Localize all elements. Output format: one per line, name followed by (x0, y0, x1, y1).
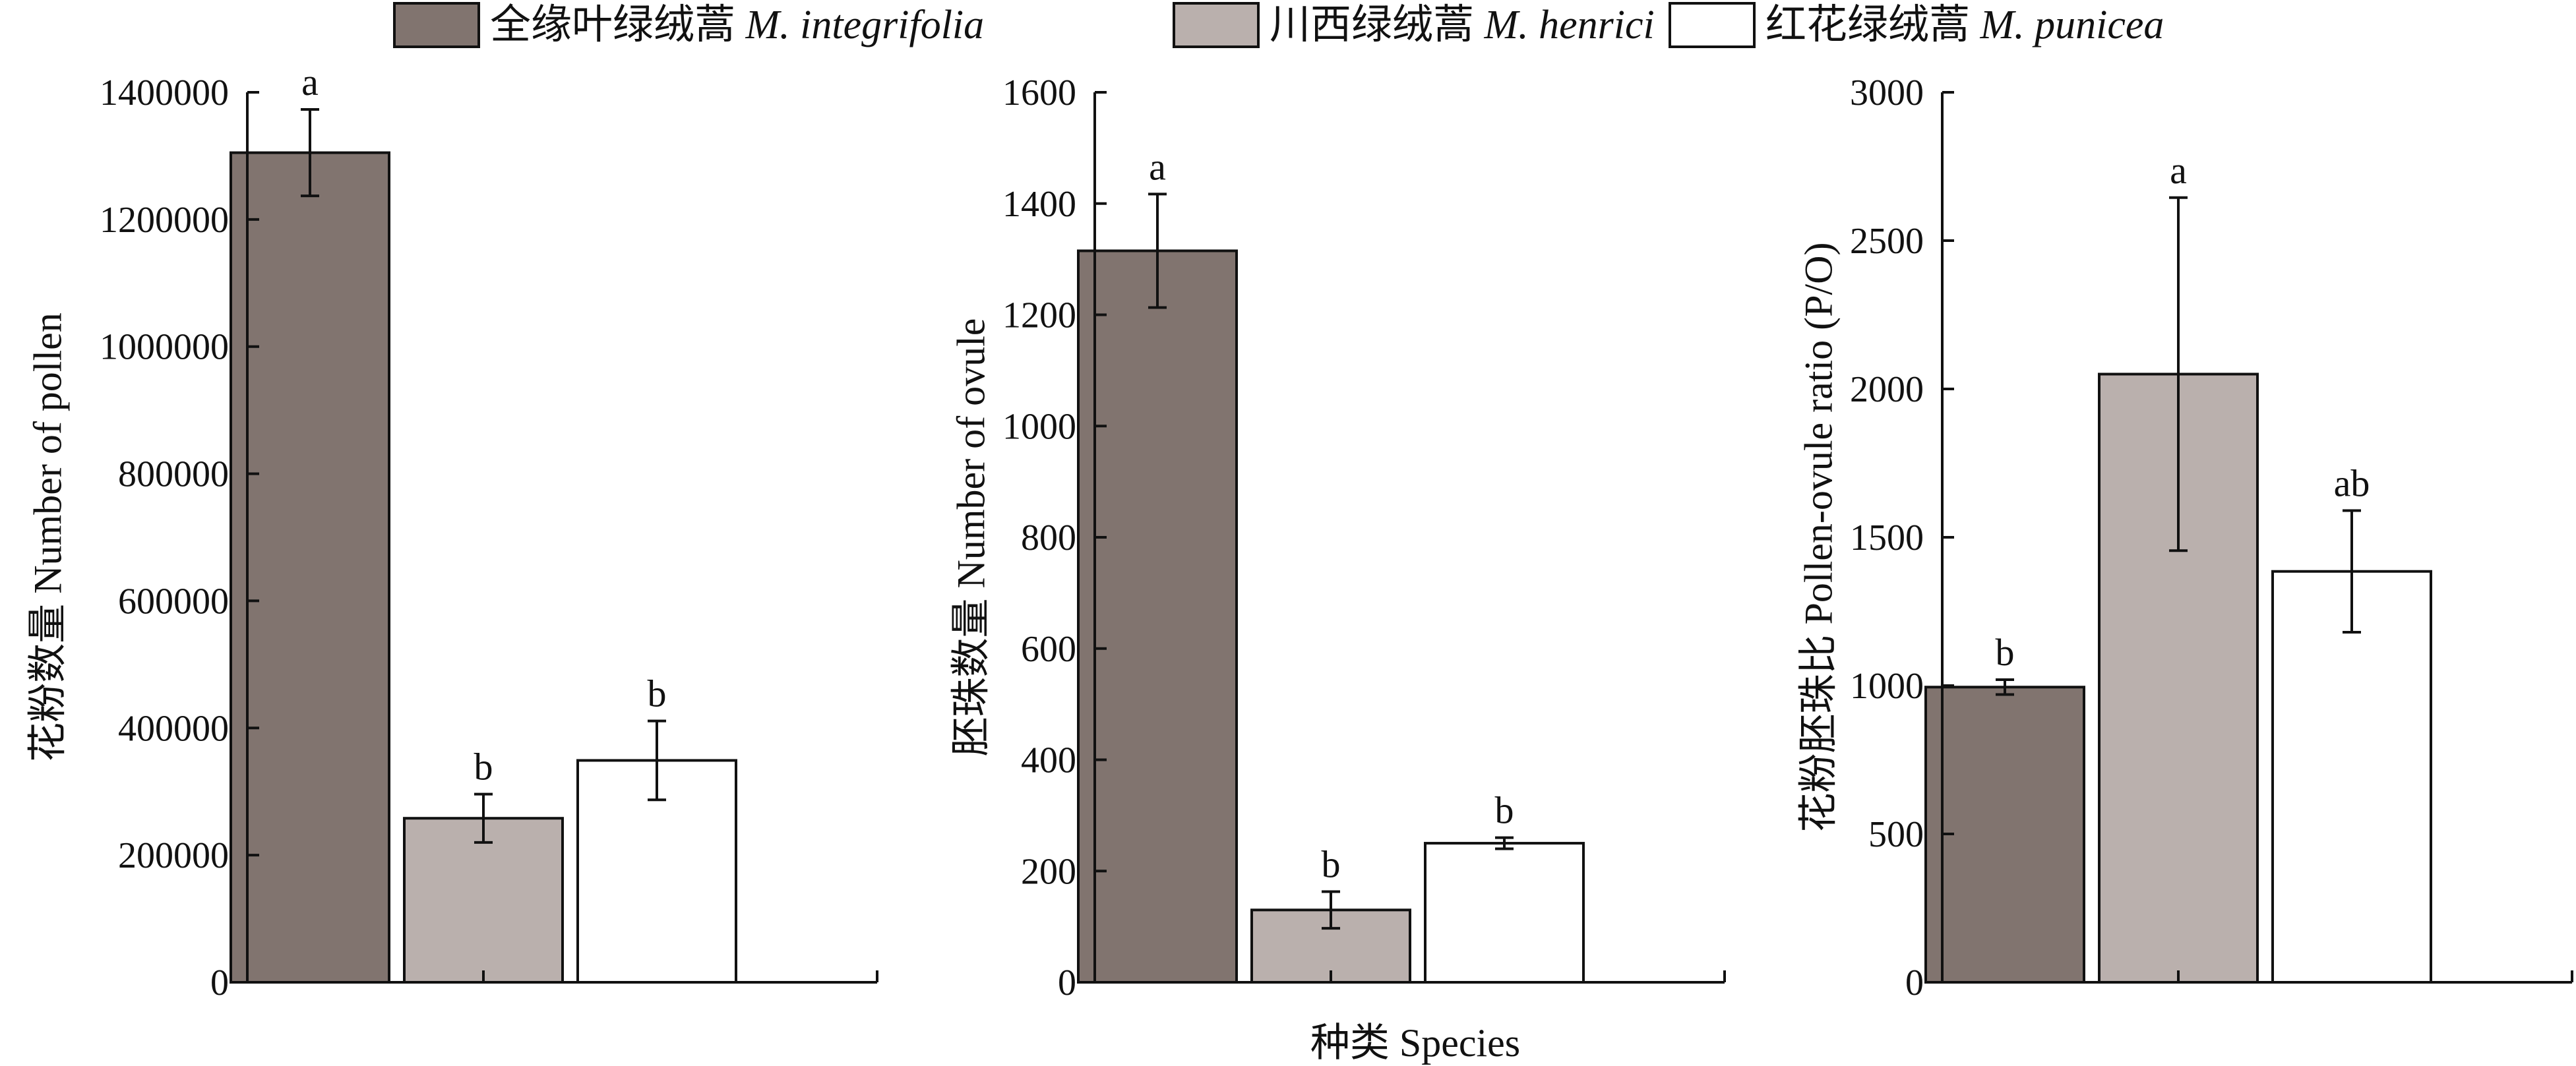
y-tick-label: 0 (210, 962, 229, 1003)
legend-label: 川西绿绒蒿 M. henrici (1270, 3, 1655, 47)
error-bar (648, 719, 666, 802)
legend-label: 红花绿绒蒿 M. punicea (1765, 3, 2164, 47)
bar (2271, 570, 2432, 984)
y-tick-label: 0 (1905, 962, 1924, 1003)
y-tick-label: 200000 (118, 835, 229, 876)
error-bar (474, 792, 493, 844)
significance-label: b (1495, 789, 1514, 832)
significance-label: a (2170, 149, 2187, 192)
y-tick-label: 1000000 (100, 327, 229, 368)
y-axis-title: 花粉数量 Number of pollen (26, 312, 69, 762)
error-bar (2343, 509, 2361, 634)
y-tick-label: 2000 (1850, 369, 1924, 410)
chart-panel-3: b a ab 0 500 1000 1500 2000 2500 3000 花粉胚珠比 Pollen… (1796, 73, 2573, 1003)
legend-label-cn: 红花绿绒蒿 (1765, 3, 1970, 47)
y-tick-label: 1200 (1002, 295, 1076, 336)
y-tick-label: 800 (1021, 518, 1076, 558)
legend-entry: 全缘叶绿绒蒿 M. integrifolia (393, 2, 984, 48)
legend-swatch (393, 2, 480, 48)
legend-entry: 红花绿绒蒿 M. punicea (1669, 2, 2164, 48)
y-tick-label: 400000 (118, 708, 229, 749)
error-bar (1996, 678, 2014, 696)
significance-label: b (474, 746, 493, 788)
significance-label: a (1149, 145, 1166, 188)
legend-label-latin: M. integrifolia (735, 3, 984, 47)
legend: 全缘叶绿绒蒿 M. integrifolia 川西绿绒蒿 M. henrici 红花… (393, 2, 2164, 48)
error-bar (2169, 196, 2188, 552)
significance-label: b (648, 672, 667, 715)
legend-label-cn: 川西绿绒蒿 (1270, 3, 1474, 47)
error-bar (1495, 836, 1514, 850)
legend-swatch (1173, 2, 1260, 48)
chart-panels: abb0200000400000600000800000100000012000… (26, 61, 2573, 1003)
error-bar (301, 108, 319, 198)
y-tick-label: 500 (1868, 814, 1924, 855)
significance-label: a (301, 61, 319, 104)
chart-panel-1: a b b 0 200000 400000 600000 800000 1000000 12000… (26, 61, 878, 1003)
legend-label-latin: M. henrici (1474, 3, 1655, 47)
bar (1424, 842, 1585, 984)
y-tick-label: 1400000 (100, 73, 229, 113)
y-tick-label: 200 (1021, 851, 1076, 892)
y-tick-label: 600000 (118, 581, 229, 622)
y-tick-label: 2500 (1850, 221, 1924, 262)
error-bar (1148, 192, 1167, 309)
y-tick-label: 1500 (1850, 518, 1924, 558)
y-tick-label: 400 (1021, 740, 1076, 781)
legend-swatch (1669, 2, 1756, 48)
chart-panel-2: a b b 0 200 400 600 800 1000 1200 1400 1600 胚珠数量 Num… (949, 73, 1726, 1003)
y-axis-title: 花粉胚珠比 Pollen-ovule ratio (P/O) (1796, 243, 1840, 833)
shared-x-axis-label: 种类 Species (1310, 1021, 1520, 1065)
y-tick-label: 1400 (1002, 184, 1076, 225)
legend-label: 全缘叶绿绒蒿 M. integrifolia (490, 3, 984, 47)
bar (403, 817, 564, 984)
y-tick-label: 0 (1058, 962, 1076, 1003)
legend-entry: 川西绿绒蒿 M. henrici (1173, 2, 1655, 48)
y-tick-label: 800000 (118, 454, 229, 495)
y-axis-title: 胚珠数量 Number of ovule (949, 318, 993, 757)
y-tick-label: 3000 (1850, 73, 1924, 113)
y-tick-label: 1000 (1002, 406, 1076, 447)
significance-label: b (1996, 631, 2015, 674)
y-tick-label: 1000 (1850, 666, 1924, 707)
y-tick-label: 1200000 (100, 200, 229, 241)
legend-label-latin: M. punicea (1970, 3, 2164, 47)
bar (230, 151, 390, 984)
y-tick-label: 1600 (1002, 73, 1076, 113)
significance-label: ab (2334, 462, 2370, 505)
significance-label: b (1322, 843, 1341, 885)
error-bar (1322, 890, 1340, 930)
y-tick-label: 600 (1021, 629, 1076, 670)
bar (1077, 249, 1238, 984)
legend-label-cn: 全缘叶绿绒蒿 (490, 3, 735, 47)
